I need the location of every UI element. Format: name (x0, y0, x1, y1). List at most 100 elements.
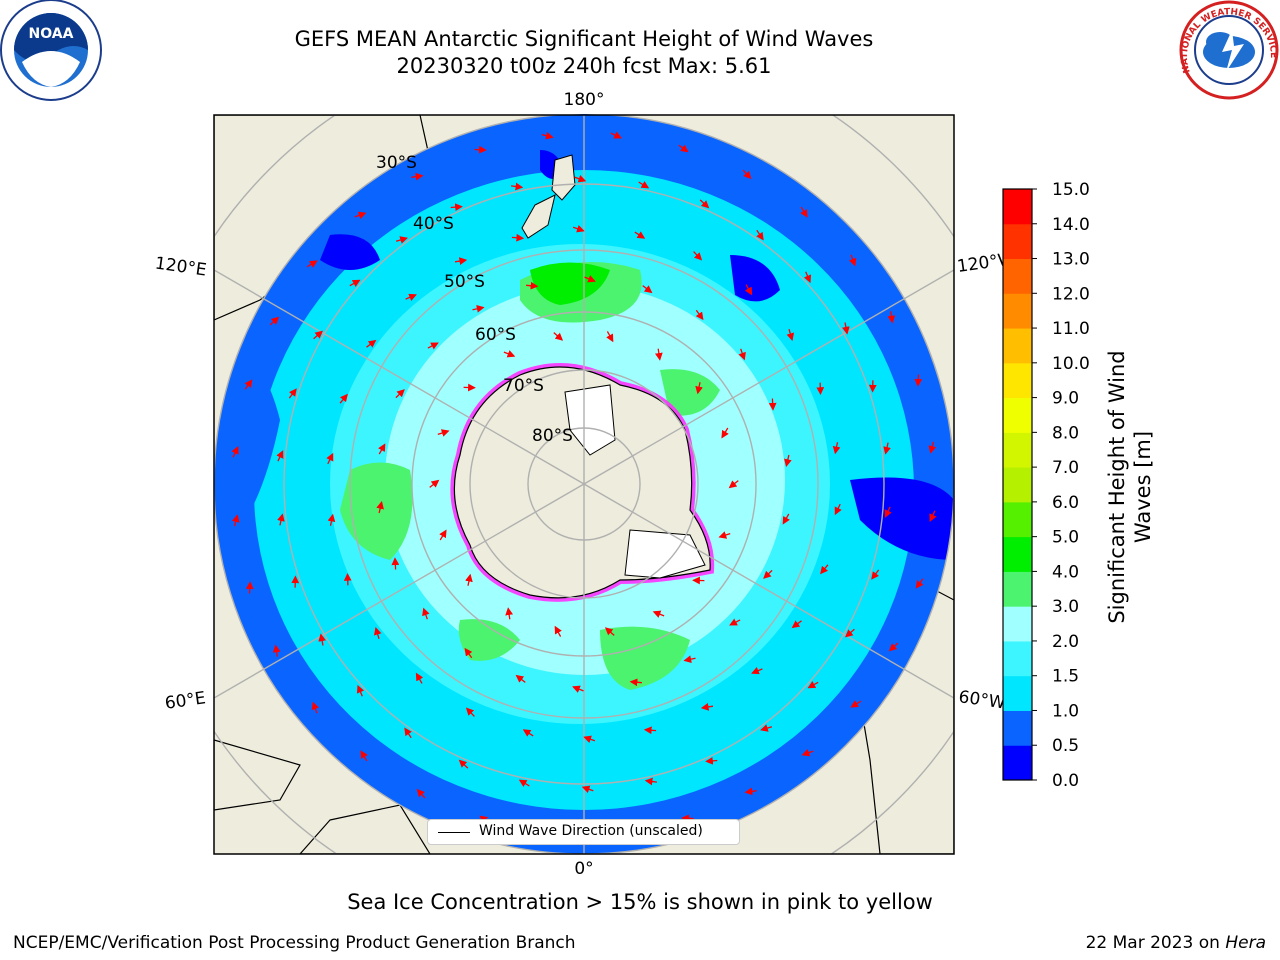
colorbar-swatch (1003, 397, 1032, 433)
colorbar-tick-label: 8.0 (1052, 423, 1079, 443)
wind-arrow (871, 569, 880, 580)
wind-arrow (276, 450, 284, 462)
colorbar-tick-label: 15.0 (1052, 180, 1090, 200)
colorbar-tick-label: 5.0 (1052, 528, 1079, 548)
wind-arrow (581, 785, 594, 794)
wind-arrow (427, 342, 439, 350)
wind-arrow (848, 254, 857, 267)
lon-label-120e: 120°E (154, 254, 208, 281)
colorbar: 0.0 0.5 1.0 1.5 2.0 3.0 4.0 5.0 6.0 7.0 8.0 9.0 10.0… (1002, 180, 1090, 791)
colorbar-tick-label: 3.0 (1052, 597, 1079, 617)
colorbar-tick-label: 10.0 (1052, 354, 1090, 374)
wind-arrow (738, 348, 746, 361)
wind-arrow (272, 644, 281, 657)
colorbar-swatch (1003, 189, 1032, 225)
date-stamp: 22 Mar 2023 on Hera (1086, 933, 1266, 953)
wind-arrow (415, 672, 424, 684)
colorbar-tick-label: 11.0 (1052, 319, 1090, 339)
wind-arrow (465, 707, 475, 717)
wind-arrow (888, 642, 899, 652)
wind-arrow (416, 788, 426, 799)
wind-arrow (845, 628, 855, 638)
wind-arrow (784, 454, 792, 467)
wind-arrow (700, 703, 714, 711)
wind-arrow (231, 514, 240, 527)
wind-arrow (553, 332, 564, 341)
wind-arrow (541, 131, 554, 140)
colorbar-swatch (1003, 640, 1032, 677)
nws-logo-icon: NATIONAL WEATHER SERVICE (1179, 0, 1279, 100)
new-zealand-land (521, 154, 576, 239)
machine-name: Hera (1225, 933, 1266, 953)
wind-arrow (791, 620, 802, 629)
wind-arrow (327, 513, 336, 526)
wind-arrow (404, 727, 412, 739)
wind-arrow (574, 174, 587, 183)
colorbar-swatch (1003, 258, 1032, 294)
lat-label-80s: 80°S (532, 426, 573, 446)
colorbar-tick-label: 1.0 (1052, 701, 1079, 721)
date-text: 22 Mar 2023 on (1085, 933, 1226, 953)
wind-arrow (349, 279, 361, 287)
lat-label-30s: 30°S (376, 153, 417, 173)
wind-arrow (583, 735, 596, 743)
wind-arrow (422, 607, 430, 620)
lon-label-60e: 60°E (164, 688, 207, 713)
wind-arrow (729, 618, 741, 626)
colorbar-tick-label: 14.0 (1052, 215, 1090, 235)
lat-label-70s: 70°S (503, 376, 544, 396)
wind-arrow (914, 374, 923, 387)
wind-arrow (683, 655, 696, 664)
lat-label-60s: 60°S (475, 325, 516, 345)
wind-arrow (884, 506, 892, 518)
graticule (214, 115, 954, 854)
wind-arrow (231, 446, 239, 458)
map-frame (213, 114, 955, 855)
wind-arrow (786, 329, 795, 342)
wind-arrow (705, 756, 718, 765)
colorbar-swatch (1003, 710, 1032, 746)
wind-arrow (269, 316, 280, 326)
wind-arrow (695, 382, 703, 395)
wind-arrow (339, 393, 348, 404)
legend-label: Wind Wave Direction (unscaled) (479, 823, 703, 839)
wind-arrow (832, 442, 841, 455)
noaa-logo-text: NOAA (29, 26, 74, 42)
wind-arrow (522, 729, 534, 737)
wind-arrow (376, 501, 384, 514)
wind-arrow (604, 627, 615, 636)
wind-arrow (768, 398, 777, 411)
wind-arrow (744, 787, 757, 796)
wind-arrow (610, 131, 622, 139)
wind-arrow (511, 182, 524, 191)
wind-arrow (244, 379, 253, 390)
colorbar-swatch (1003, 362, 1032, 399)
wind-arrow (699, 199, 710, 209)
colorbar-tick-label: 0.0 (1052, 771, 1079, 791)
wind-arrow (450, 203, 463, 212)
lon-label-60w: 60°W (957, 687, 1006, 713)
wind-arrow (405, 293, 417, 301)
colorbar-tick-label: 0.5 (1052, 736, 1079, 756)
wind-arrow (643, 726, 657, 735)
wind-arrow (915, 578, 924, 589)
colorbar-swatch (1003, 606, 1032, 642)
wind-arrow (695, 309, 704, 321)
colorbar-swatch (1003, 536, 1032, 572)
wind-arrow (644, 777, 657, 786)
wind-arrow (760, 724, 773, 732)
wind-arrow (742, 169, 752, 180)
lon-label-180: 180° (564, 90, 605, 110)
map-legend: Wind Wave Direction (unscaled) (427, 819, 740, 845)
chart-subtitle: 20230320 t00z 240h fcst Max: 5.61 (396, 54, 772, 78)
noaa-logo-icon: NOAA (0, 0, 102, 101)
wind-arrow (360, 750, 368, 762)
wind-arrow (511, 233, 525, 242)
wind-arrow (629, 678, 642, 687)
wind-arrow (887, 311, 896, 324)
wind-arrow (326, 452, 334, 465)
wind-arrow (474, 145, 487, 154)
colorbar-tick-label: 4.0 (1052, 562, 1079, 582)
wind-arrow (437, 429, 450, 437)
